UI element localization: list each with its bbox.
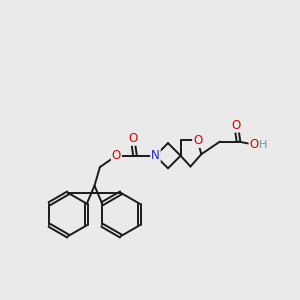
Text: O: O bbox=[193, 134, 202, 147]
Text: N: N bbox=[151, 149, 160, 162]
Text: O: O bbox=[232, 118, 241, 132]
Text: O: O bbox=[128, 132, 137, 145]
Text: H: H bbox=[259, 140, 267, 150]
Text: O: O bbox=[250, 138, 259, 151]
Text: O: O bbox=[112, 149, 121, 162]
